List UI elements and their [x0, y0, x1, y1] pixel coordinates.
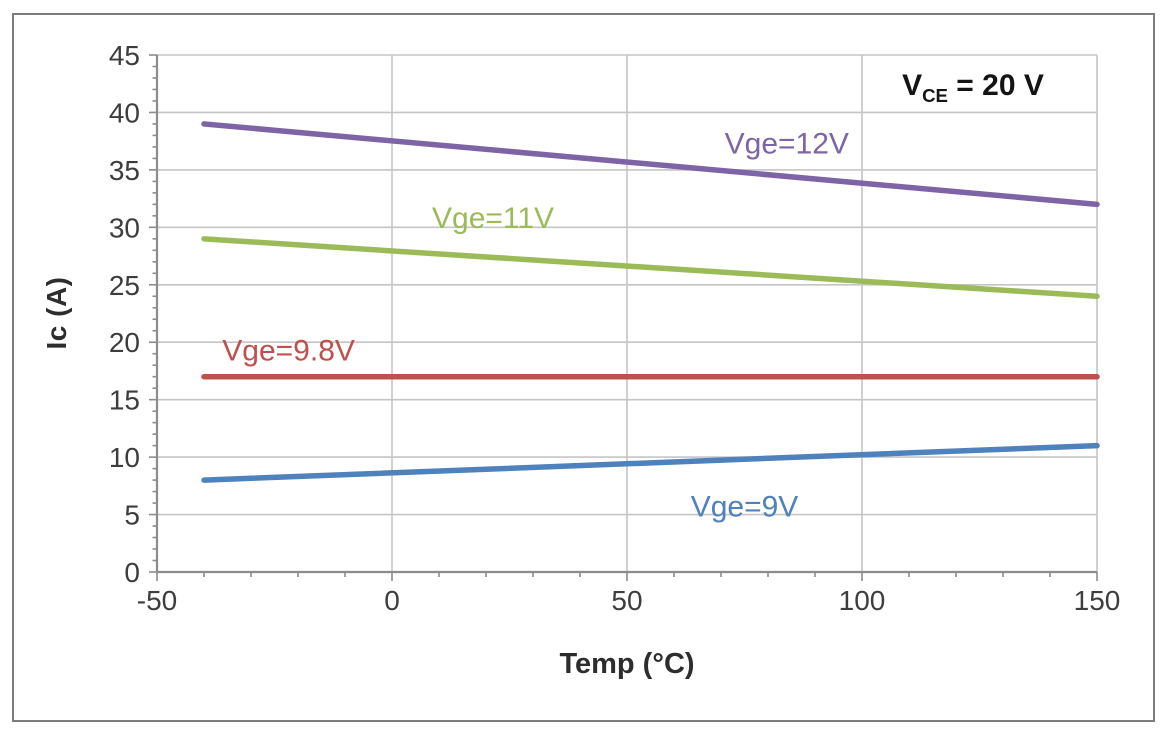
- y-tick-label: 35: [109, 155, 140, 186]
- x-tick-label: 150: [1074, 585, 1121, 616]
- vce-annotation-subscript: CE: [922, 85, 948, 106]
- y-tick-label: 30: [109, 212, 140, 243]
- x-axis-title: Temp (°C): [559, 648, 695, 680]
- x-tick-label: 0: [384, 585, 400, 616]
- x-tick-label: 100: [839, 585, 886, 616]
- x-tick-label: 50: [611, 585, 642, 616]
- y-tick-label: 10: [109, 442, 140, 473]
- vce-annotation: VCE = 20 V: [868, 69, 1078, 107]
- y-axis-title: Ic (A): [41, 276, 72, 350]
- y-tick-label: 40: [109, 97, 140, 128]
- y-tick-label: 15: [109, 385, 140, 416]
- y-tick-label: 20: [109, 327, 140, 358]
- y-tick-label: 0: [124, 557, 140, 588]
- series-label-vge-12v: Vge=12V: [725, 127, 849, 160]
- vce-annotation-value: = 20 V: [947, 69, 1044, 102]
- x-tick-label: -50: [137, 585, 177, 616]
- y-tick-label: 25: [109, 270, 140, 301]
- series-label-vge-9v: Vge=9V: [691, 491, 799, 524]
- series-line-vge-11v: [201, 236, 1100, 300]
- vce-annotation-prefix: V: [902, 69, 923, 102]
- y-tick-label: 5: [124, 500, 140, 531]
- series-label-vge-11v: Vge=11V: [432, 202, 554, 235]
- series-line-vge-12v: [201, 121, 1100, 208]
- chart-frame: [12, 13, 1155, 722]
- y-tick-label: 45: [109, 40, 140, 71]
- series-label-vge-9.8v: Vge=9.8V: [222, 334, 355, 367]
- series-line-vge-9v: [201, 442, 1100, 483]
